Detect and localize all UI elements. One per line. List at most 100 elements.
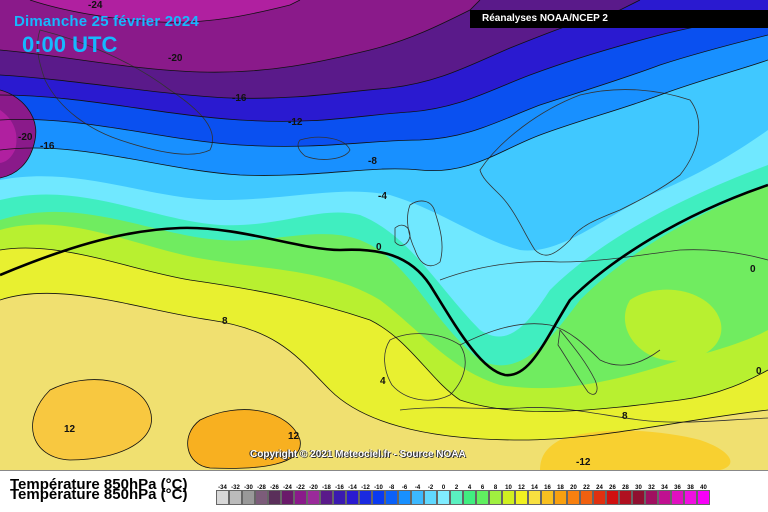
isotherm-label: 0 — [750, 264, 756, 275]
scale-swatch — [528, 490, 541, 505]
scale-tick-label: -22 — [296, 485, 305, 491]
scale-ticks: -34 -32 -30 -28 -26 -24 -22 -20 -18 -16 -14 -12 -10-… — [216, 476, 710, 491]
scale-swatch — [372, 490, 385, 505]
scale-tick-label: -2 — [427, 485, 434, 491]
scale-swatch — [515, 490, 528, 505]
scale-tick-label: -10 — [374, 485, 383, 491]
scale-tick-label: 12 — [518, 485, 525, 491]
warm-blob-balkans — [624, 289, 722, 361]
scale-tick-label: -16 — [335, 485, 344, 491]
scale-tick-label: 22 — [583, 485, 590, 491]
scale-tick-label: -26 — [270, 485, 279, 491]
scale-swatch — [541, 490, 554, 505]
scale-tick-label: -30 — [244, 485, 253, 491]
field-label-echo: Température 850hPa (°C) — [10, 486, 188, 503]
scale-swatch — [476, 490, 489, 505]
scale-tick-label: 40 — [700, 485, 707, 491]
scale-tick-label: -14 — [348, 485, 357, 491]
isotherm-label: 0 — [756, 366, 762, 377]
scale-swatch — [580, 490, 593, 505]
scale-tick-label: 28 — [622, 485, 629, 491]
scale-swatch — [411, 490, 424, 505]
isotherm-label: -4 — [378, 191, 387, 202]
isotherm-label: -20 — [18, 132, 33, 143]
isotherm-label: -12 — [288, 117, 303, 128]
scale-swatch — [320, 490, 333, 505]
scale-swatch — [554, 490, 567, 505]
isotherm-label: -24 — [88, 0, 103, 11]
scale-swatch — [229, 490, 242, 505]
scale-swatch — [333, 490, 346, 505]
isotherms — [0, 0, 768, 469]
scale-tick-label: 26 — [609, 485, 616, 491]
scale-swatch — [593, 490, 606, 505]
scale-tick-label: 36 — [674, 485, 681, 491]
scale-swatch — [385, 490, 398, 505]
scale-tick-label: -8 — [388, 485, 395, 491]
warm-blob-west — [32, 379, 152, 460]
scale-tick-label: 6 — [480, 485, 485, 491]
scale-swatch — [645, 490, 658, 505]
isotherm-label: -8 — [368, 156, 377, 167]
scale-swatch — [619, 490, 632, 505]
scale-tick-label: 2 — [454, 485, 459, 491]
scale-swatch — [671, 490, 684, 505]
source-label: Réanalyses NOAA/NCEP 2 — [470, 10, 768, 28]
scale-swatch — [502, 490, 515, 505]
scale-swatch — [463, 490, 476, 505]
scale-tick-label: 30 — [635, 485, 642, 491]
copyright-notice: Copyright © 2021 Meteociel.fr - Source N… — [250, 449, 466, 460]
scale-swatch — [489, 490, 502, 505]
temperature-map: -24 -20 -16 -20 -16 -12 -8 -4 0 0 0 8 4 … — [0, 0, 768, 470]
scale-swatch — [567, 490, 580, 505]
scale-swatch — [424, 490, 437, 505]
isotherm-label: 8 — [222, 316, 228, 327]
isotherm-labels: -24 -20 -16 -20 -16 -12 -8 -4 0 0 0 8 4 … — [18, 0, 762, 468]
scale-tick-label: 16 — [544, 485, 551, 491]
isotherm-label: -16 — [232, 93, 247, 104]
scale-tick-label: 18 — [557, 485, 564, 491]
field-label: Température 850hPa (°C) — [10, 476, 188, 493]
scale-tick-label: 32 — [648, 485, 655, 491]
band-m24 — [30, 0, 300, 23]
scale-swatch — [255, 490, 268, 505]
scale-swatch — [307, 490, 320, 505]
scale-swatch — [450, 490, 463, 505]
warm-blob-east — [540, 430, 731, 470]
isotherm-label: 4 — [380, 376, 386, 387]
warm-blob-center — [187, 409, 301, 469]
isotherm-label: -12 — [576, 457, 591, 468]
scale-tick-label: -6 — [401, 485, 408, 491]
scale-swatch — [437, 490, 450, 505]
scale-swatch — [281, 490, 294, 505]
zero-isotherm — [0, 183, 768, 377]
isotherm-label: 8 — [622, 411, 628, 422]
isotherm-label: 12 — [64, 424, 76, 435]
isotherm-label: -20 — [168, 53, 183, 64]
isotherm-label: 0 — [376, 242, 382, 253]
scale-tick-label: 10 — [505, 485, 512, 491]
scale-tick-label: -12 — [361, 485, 370, 491]
scale-swatch — [697, 490, 710, 505]
scale-swatches — [216, 490, 710, 505]
scale-tick-label: 34 — [661, 485, 668, 491]
scale-tick-label: 0 — [441, 485, 446, 491]
scale-tick-label: 24 — [596, 485, 603, 491]
scale-swatch — [684, 490, 697, 505]
scale-swatch — [359, 490, 372, 505]
scale-tick-label: -4 — [414, 485, 421, 491]
scale-swatch — [294, 490, 307, 505]
scale-tick-label: -24 — [283, 485, 292, 491]
scale-swatch — [242, 490, 255, 505]
scale-swatch — [606, 490, 619, 505]
date-title: Dimanche 25 février 2024 — [14, 13, 199, 30]
isotherm-label: -16 — [40, 141, 55, 152]
scale-swatch — [658, 490, 671, 505]
scale-swatch — [216, 490, 229, 505]
scale-tick-label: 38 — [687, 485, 694, 491]
scale-tick-label: -32 — [231, 485, 240, 491]
scale-tick-label: -20 — [309, 485, 318, 491]
scale-swatch — [632, 490, 645, 505]
scale-tick-label: 8 — [493, 485, 498, 491]
